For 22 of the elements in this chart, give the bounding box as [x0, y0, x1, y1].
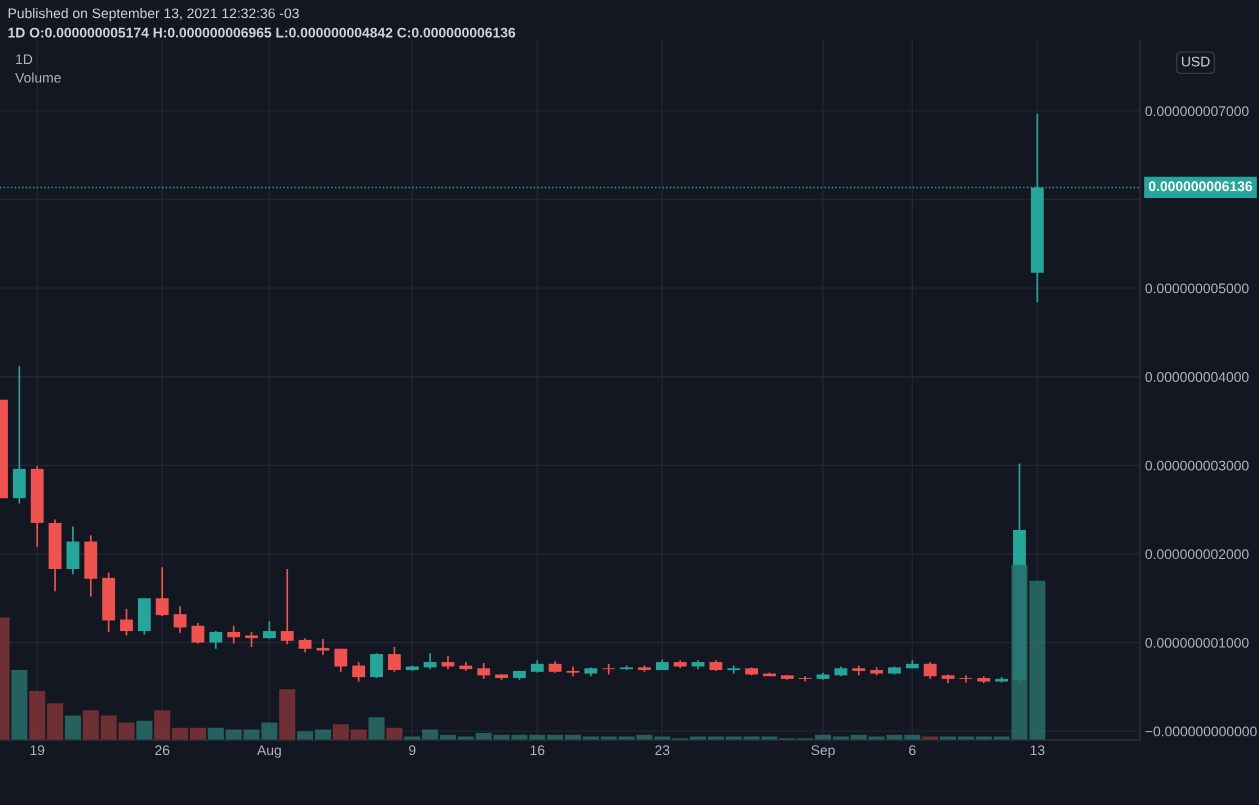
y-tick-label: −0.000000000000 — [1145, 726, 1257, 737]
y-tick-label: 0.000000007000 — [1145, 106, 1249, 117]
text: 1D — [16, 54, 33, 64]
text: USD — [1182, 56, 1210, 67]
x-tick-label: 16 — [530, 745, 545, 756]
x-tick-label: 6 — [909, 745, 916, 756]
x-tick-label: Sep — [811, 745, 835, 758]
text: Published on September 13, 2021 12:32:36 -03 — [8, 8, 299, 21]
y-tick-label: 0.000000004000 — [1145, 372, 1249, 382]
x-tick-label: 23 — [655, 745, 670, 756]
x-tick-label: Aug — [257, 745, 281, 758]
x-tick-label: 26 — [155, 745, 170, 756]
x-tick-label: 19 — [30, 745, 45, 756]
y-tick-label: 0.000000003000 — [1145, 460, 1249, 471]
y-tick-label: 0.000000001000 — [1145, 637, 1249, 648]
y-tick-label: 0.000000005000 — [1145, 283, 1249, 294]
ref-line-label: 0.000000006136 — [1148, 181, 1253, 192]
chart-title: Volume — [15, 72, 61, 83]
y-tick-label: 0.000000002000 — [1145, 549, 1249, 560]
text: 1D O:0.000000005174 H:0.000000006965 L:0.000000004842 C:0.000000006136 — [8, 27, 516, 38]
x-tick-label: 9 — [409, 745, 416, 756]
x-tick-label: 13 — [1030, 745, 1045, 756]
